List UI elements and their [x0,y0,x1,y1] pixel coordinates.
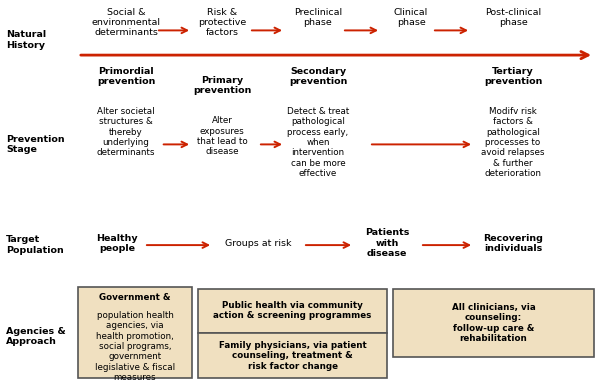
Text: Clinical
phase: Clinical phase [394,8,428,27]
Text: Detect & treat
pathological
process early,
when
intervention
can be more
effecti: Detect & treat pathological process earl… [287,107,349,178]
Text: Modifv risk
factors &
pathological
processes to
avoid relapses
& further
deterio: Modifv risk factors & pathological proce… [481,107,545,178]
Text: Groups at risk: Groups at risk [225,239,291,248]
Text: All clinicians, via
counseling:
follow-up care &
rehabilitation: All clinicians, via counseling: follow-u… [452,303,535,343]
Text: Tertiary
prevention: Tertiary prevention [484,66,542,86]
Text: Target
Population: Target Population [6,235,64,255]
Text: Recovering
individuals: Recovering individuals [483,233,543,253]
Text: Family physicians, via patient
counseling, treatment &
risk factor change: Family physicians, via patient counselin… [218,341,367,370]
Text: Government &: Government & [99,293,171,302]
FancyBboxPatch shape [198,333,387,378]
Text: Alter
exposures
that lead to
disease: Alter exposures that lead to disease [197,116,247,157]
Text: Public health via community
action & screening programmes: Public health via community action & scr… [214,301,371,320]
Text: Primordial
prevention: Primordial prevention [97,66,155,86]
Text: Patients
with
disease: Patients with disease [365,228,409,258]
Text: Post-clinical
phase: Post-clinical phase [485,8,541,27]
Text: Healthy
people: Healthy people [96,233,138,253]
FancyBboxPatch shape [78,287,192,378]
Text: Primary
prevention: Primary prevention [193,76,251,95]
Text: Social &
environmental
determinants: Social & environmental determinants [91,8,161,37]
Text: Preclinical
phase: Preclinical phase [294,8,342,27]
FancyBboxPatch shape [198,289,387,332]
Text: population health
agencies, via
health promotion,
social programs,
government
le: population health agencies, via health p… [95,311,175,380]
Text: Agencies &
Approach: Agencies & Approach [6,326,66,346]
FancyBboxPatch shape [393,289,594,357]
Text: Secondary
prevention: Secondary prevention [289,66,347,86]
Text: Prevention
Stage: Prevention Stage [6,135,65,154]
Text: Risk &
protective
factors: Risk & protective factors [198,8,246,37]
Text: Alter societal
structures &
thereby
underlying
determinants: Alter societal structures & thereby unde… [97,107,155,157]
Text: Natural
History: Natural History [6,30,46,50]
